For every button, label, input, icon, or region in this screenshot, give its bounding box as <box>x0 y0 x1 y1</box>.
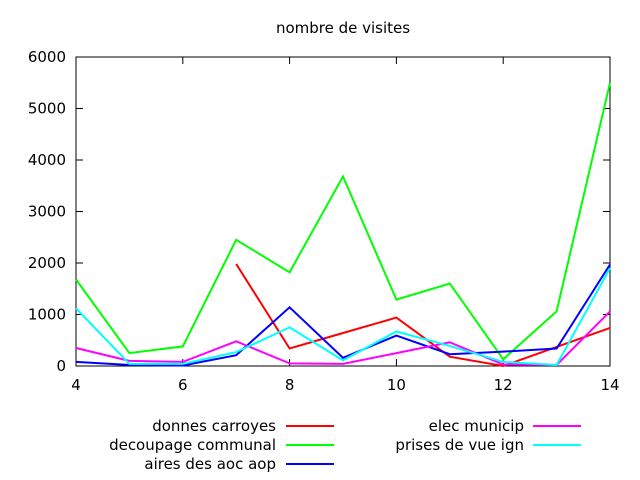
series-line-donnes-carroyes <box>235 263 611 368</box>
x-tick-label: 14 <box>600 376 619 394</box>
legend-label: aires des aoc aop <box>144 455 276 473</box>
legend-label: decoupage communal <box>109 436 276 454</box>
chart-title: nombre de visites <box>276 19 410 37</box>
y-tick-label: 3000 <box>28 203 66 221</box>
x-tick-label: 10 <box>387 376 406 394</box>
x-tick-label: 8 <box>285 376 295 394</box>
series-line-elec-municip <box>75 310 611 367</box>
series-line-decoupage-communal <box>75 82 611 361</box>
series-line-aires-des-aoc-aop <box>75 263 611 367</box>
y-tick-label: 6000 <box>28 48 66 66</box>
x-tick-label: 6 <box>178 376 188 394</box>
y-tick-label: 1000 <box>28 306 66 324</box>
x-tick-label: 12 <box>494 376 513 394</box>
y-tick-label: 2000 <box>28 254 66 272</box>
y-tick-label: 4000 <box>28 151 66 169</box>
y-tick-label: 0 <box>56 357 66 375</box>
series-lines <box>75 82 611 368</box>
legend-label: prises de vue ign <box>395 436 524 454</box>
y-tick-label: 5000 <box>28 100 66 118</box>
legend-label: elec municip <box>429 417 524 435</box>
series-line-prises-de-vue-ign <box>75 267 611 367</box>
plot-frame <box>75 56 611 367</box>
x-tick-label: 4 <box>71 376 81 394</box>
axis-ticks: 0 1000 2000 3000 4000 5000 6000 4 6 8 10 12 14 <box>28 48 620 394</box>
legend-label: donnes carroyes <box>152 417 276 435</box>
